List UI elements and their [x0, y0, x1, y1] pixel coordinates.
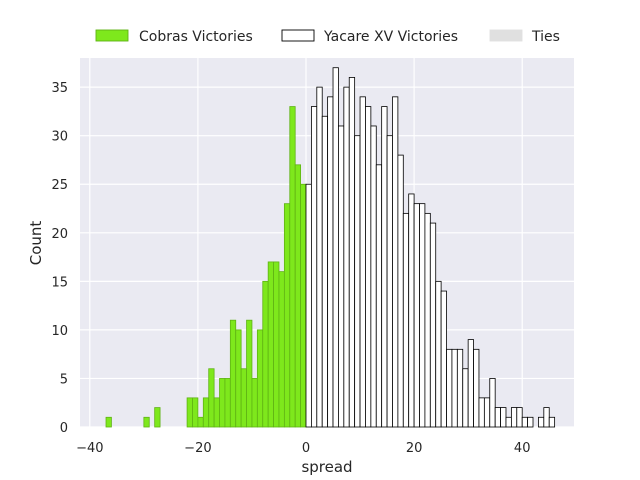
bar-series-1	[338, 125, 345, 428]
x-tick-label: 20	[406, 441, 423, 456]
bar-series-1	[483, 397, 491, 428]
bar-series-0	[154, 407, 161, 428]
legend-swatch	[95, 29, 129, 42]
bar-series-1	[440, 290, 447, 428]
bar-series-1	[359, 96, 366, 428]
bar-series-0	[278, 271, 285, 428]
bar-series-1	[305, 183, 312, 428]
bar-series-1	[516, 407, 523, 428]
bar-series-1	[348, 77, 356, 428]
bar-series-0	[240, 368, 247, 428]
x-tick-label: −20	[184, 441, 211, 456]
bars	[105, 67, 556, 428]
bar-series-1	[429, 222, 437, 428]
bar-series-1	[370, 125, 377, 428]
bar-series-0	[202, 397, 210, 428]
y-tick-labels: 0 5 10 15 20 25 30 35	[51, 81, 68, 436]
x-tick-label: 0	[302, 441, 310, 456]
bar-series-1	[413, 203, 420, 428]
bar-series-1	[354, 135, 361, 428]
legend: Cobras Victories Yacare XV Victories Ties	[95, 29, 560, 45]
bar-series-0	[262, 280, 269, 428]
bar-series-1	[343, 86, 350, 428]
bar-series-1	[419, 203, 426, 428]
bar-series-0	[246, 319, 253, 428]
bar-series-0	[224, 378, 231, 428]
legend-label: Cobras Victories	[139, 29, 253, 45]
bar-series-0	[273, 261, 280, 428]
bar-series-1	[392, 96, 399, 428]
legend-label: Ties	[531, 29, 560, 45]
bar-series-1	[527, 416, 534, 428]
bar-series-0	[105, 416, 112, 428]
bar-series-1	[332, 67, 339, 428]
bar-series-0	[143, 416, 150, 428]
legend-label: Yacare XV Victories	[323, 29, 458, 45]
bar-series-1	[446, 348, 453, 428]
bar-series-1	[548, 416, 556, 428]
bar-series-1	[402, 212, 410, 428]
bar-series-1	[321, 115, 329, 428]
bar-series-0	[229, 319, 237, 428]
bar-series-1	[500, 407, 507, 428]
bar-series-0	[294, 164, 301, 428]
bar-series-1	[435, 280, 442, 428]
y-tick-label: 25	[51, 178, 68, 193]
bar-series-1	[327, 96, 334, 428]
bar-series-0	[197, 416, 204, 428]
bar-series-0	[192, 397, 199, 428]
bar-series-1	[424, 212, 431, 428]
bar-series-1	[494, 407, 501, 428]
bar-series-1	[381, 106, 388, 428]
bar-series-0	[256, 329, 264, 428]
bar-series-1	[462, 368, 469, 428]
bar-series-1	[365, 106, 372, 428]
legend-swatch	[489, 29, 523, 42]
bar-series-0	[219, 378, 226, 428]
bar-series-1	[456, 348, 464, 428]
bar-series-0	[186, 397, 193, 428]
x-axis-title: spread	[301, 458, 352, 476]
bar-series-1	[311, 106, 318, 428]
bar-series-0	[208, 368, 215, 428]
bar-series-1	[397, 154, 404, 428]
y-tick-label: 30	[51, 130, 68, 145]
bar-series-1	[408, 193, 415, 428]
bar-series-0	[289, 106, 296, 428]
y-tick-label: 10	[51, 324, 68, 339]
bar-series-0	[235, 329, 242, 428]
bar-series-1	[386, 135, 393, 428]
bar-series-1	[510, 407, 518, 428]
bar-series-1	[478, 397, 485, 428]
bar-series-1	[467, 339, 474, 428]
bar-series-0	[283, 203, 291, 428]
y-tick-label: 15	[51, 275, 68, 290]
bar-series-1	[505, 416, 512, 428]
bar-series-0	[267, 261, 274, 428]
bar-series-1	[316, 86, 323, 428]
y-tick-label: 5	[60, 372, 68, 387]
y-axis-title: Count	[27, 221, 45, 266]
x-tick-labels: −40 −20 0 20 40	[76, 441, 530, 456]
bar-series-1	[521, 416, 529, 428]
y-tick-label: 0	[60, 421, 68, 436]
bar-series-1	[451, 348, 458, 428]
y-tick-label: 20	[51, 227, 68, 242]
bar-series-1	[543, 407, 550, 428]
y-tick-label: 35	[51, 81, 68, 96]
bar-series-0	[251, 378, 258, 428]
bar-series-0	[300, 183, 307, 428]
x-tick-label: −40	[76, 441, 103, 456]
bar-series-1	[489, 378, 496, 428]
bar-series-1	[375, 164, 383, 428]
bar-series-1	[538, 416, 545, 428]
x-tick-label: 40	[514, 441, 531, 456]
bar-series-0	[213, 397, 220, 428]
legend-swatch	[281, 29, 315, 42]
bar-series-1	[473, 348, 480, 428]
